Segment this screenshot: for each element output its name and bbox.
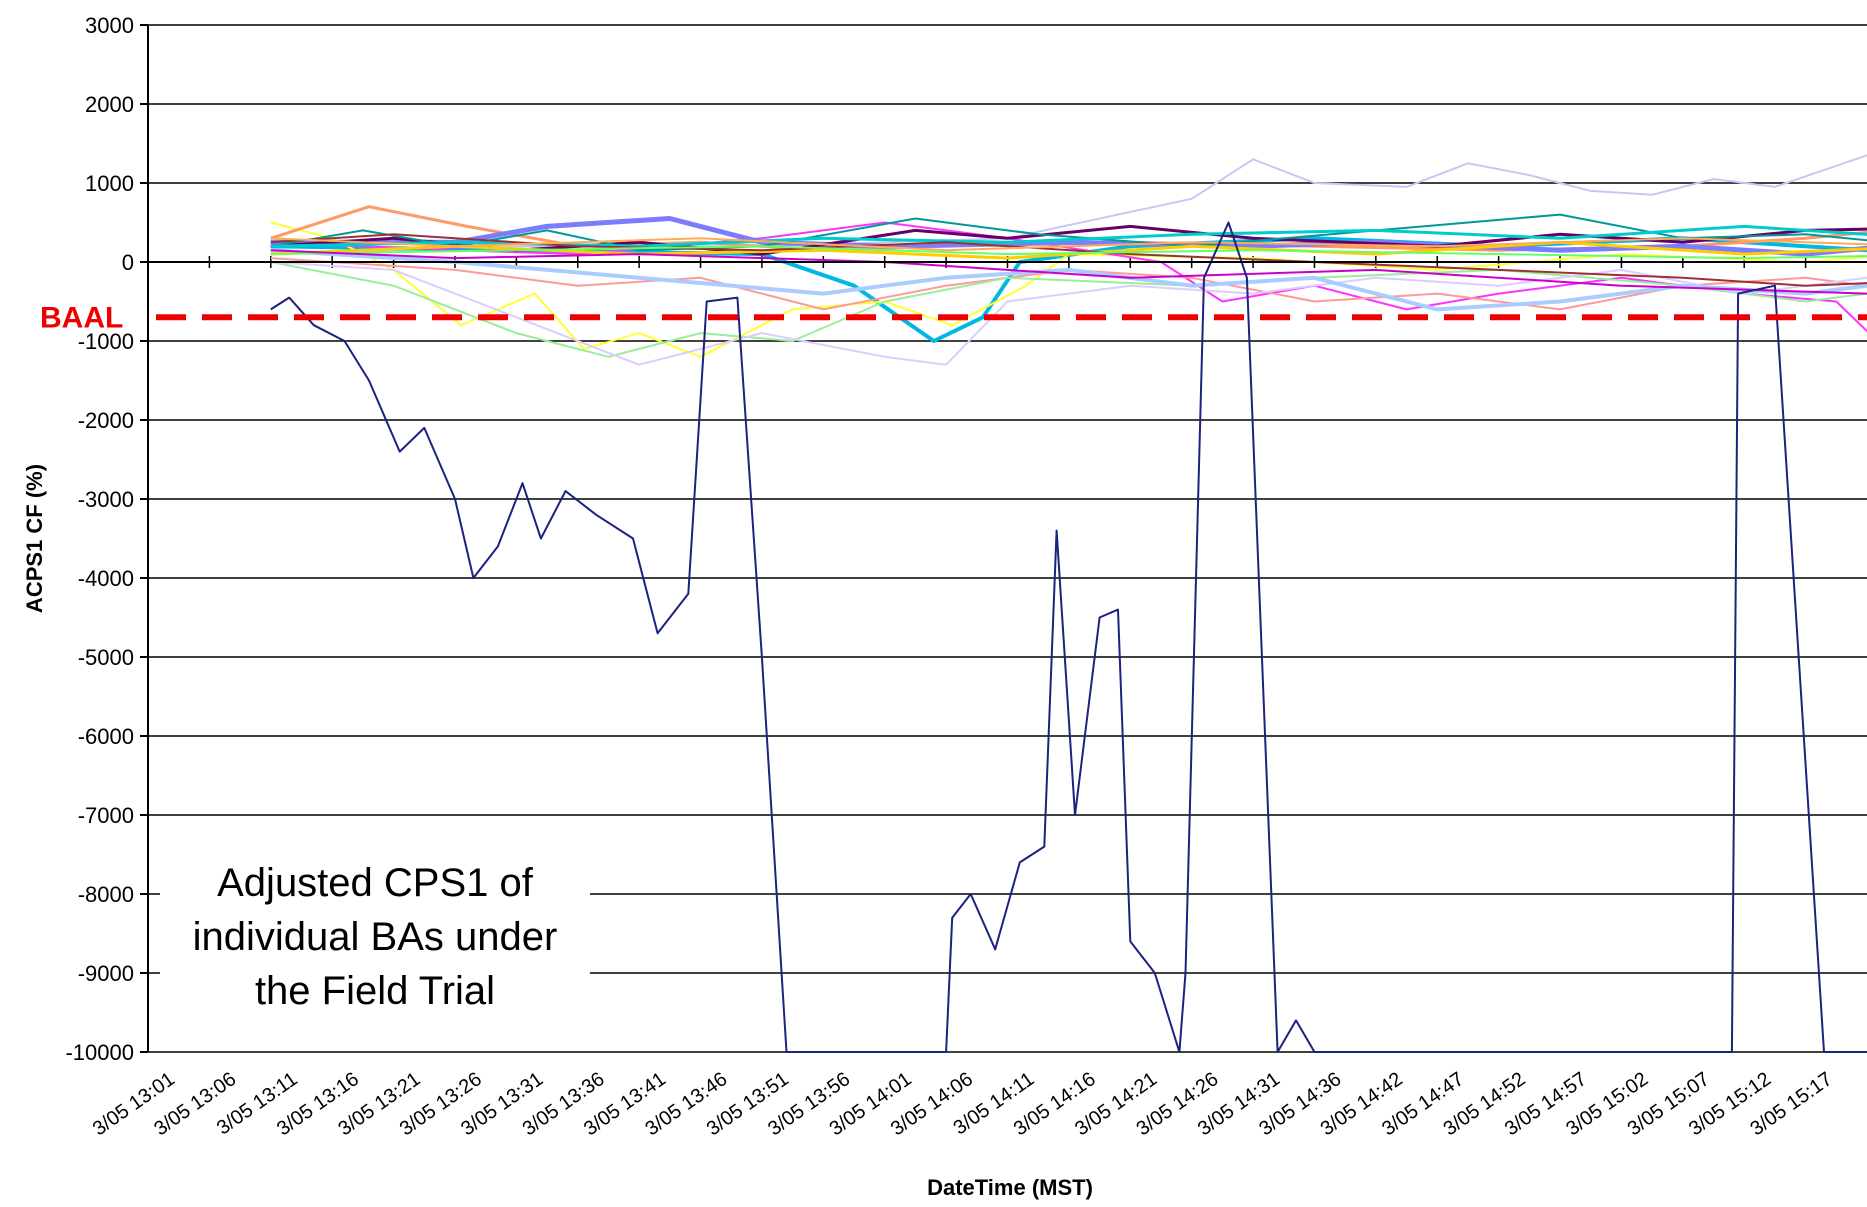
- series-line-17: [270, 245, 1867, 260]
- y-tick-label: -2000: [78, 408, 134, 433]
- y-tick-label: -9000: [78, 961, 134, 986]
- y-tick-label: 2000: [85, 92, 134, 117]
- y-tick-label: -4000: [78, 566, 134, 591]
- y-tick-label: -6000: [78, 724, 134, 749]
- y-tick-label: 1000: [85, 171, 134, 196]
- y-axis-ticks: 3000 2000 1000 0 -1000 -2000 -3000 -4000 -5000 -6…: [65, 13, 148, 1065]
- series-line-14: [270, 240, 1867, 260]
- series-lines: [270, 154, 1867, 1053]
- y-tick-label: 3000: [85, 13, 134, 38]
- series-line-12: [270, 261, 1867, 366]
- series-line-13: [270, 248, 1867, 312]
- y-tick-label: -5000: [78, 645, 134, 670]
- series-line-9: [270, 213, 1867, 252]
- baal-label: BAAL: [40, 301, 123, 334]
- series-line-10: [270, 257, 1867, 311]
- series-line-19: [270, 237, 1867, 252]
- y-tick-label: -7000: [78, 803, 134, 828]
- series-line-7: [270, 216, 1867, 257]
- annotation-line-1: Adjusted CPS1 of: [217, 861, 533, 905]
- series-line-11: [270, 261, 1867, 358]
- y-axis-title: ACPS1 CF (%): [22, 464, 47, 613]
- y-tick-label: -3000: [78, 487, 134, 512]
- y-tick-label: -1000: [78, 329, 134, 354]
- series-line-2: [270, 154, 1867, 256]
- series-line-18: [270, 249, 1867, 295]
- y-tick-label: -10000: [65, 1040, 134, 1065]
- series-line-15: [270, 224, 1867, 248]
- x-axis-title: DateTime (MST): [927, 1175, 1093, 1200]
- y-tick-label: -8000: [78, 882, 134, 907]
- y-tick-label: 0: [122, 250, 134, 275]
- annotation-line-2: individual BAs under: [192, 915, 558, 959]
- annotation-line-3: the Field Trial: [254, 969, 496, 1013]
- series-line-5: [270, 221, 1867, 333]
- annotation-note: Adjusted CPS1 of individual BAs under th…: [160, 856, 590, 1018]
- series-line-1: [270, 221, 1867, 1053]
